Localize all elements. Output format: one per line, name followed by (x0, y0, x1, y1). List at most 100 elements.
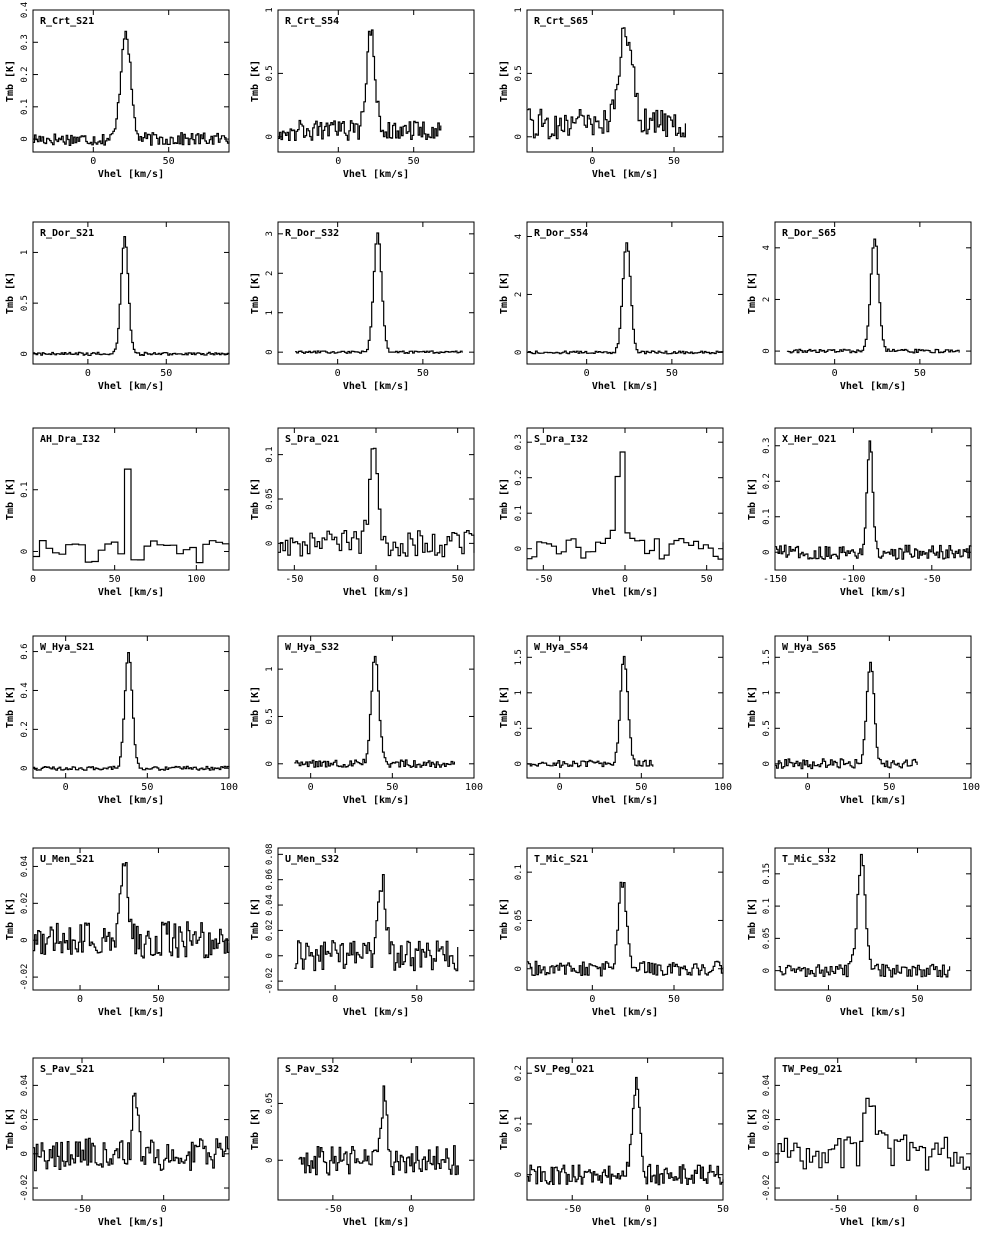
spectrum-line (775, 440, 972, 560)
spectrum-panel: 0 50 0 2 4 R_Dor_S54 Vhel [km/s] Tmb [K] (499, 221, 724, 392)
y-tick-label: 0.06 (265, 869, 275, 891)
y-tick-label: 0 (20, 351, 30, 356)
x-axis-label: Vhel [km/s] (343, 1007, 409, 1018)
x-tick-label: 50 (160, 368, 172, 379)
y-tick-label: 0.5 (265, 65, 275, 81)
spectrum-panel: 0 50 0 0.1 0.2 0.3 0.4 R_Crt_S21 Vhel [km/s] Tmb … (5, 2, 230, 180)
x-tick-label: 0 (825, 994, 831, 1005)
y-tick-label: 0 (762, 550, 772, 555)
x-axis-label: Vhel [km/s] (98, 587, 164, 598)
y-tick-label: 1.5 (514, 649, 524, 665)
y-tick-label: 1 (265, 666, 275, 671)
y-tick-label: 0.6 (20, 643, 30, 659)
y-tick-label: 0 (265, 1158, 275, 1163)
panel-frame (277, 1057, 475, 1201)
x-tick-label: -50 (534, 574, 552, 585)
x-tick-label: 0 (805, 782, 811, 793)
x-tick-label: 0 (90, 156, 96, 167)
panel-frame (32, 635, 230, 779)
y-tick-label: 0.1 (20, 99, 30, 115)
x-tick-label: 0 (622, 574, 628, 585)
y-tick-label: 0.2 (514, 1065, 524, 1081)
spectrum-panel: 0 50 0 2 4 R_Dor_S65 Vhel [km/s] Tmb [K] (747, 221, 972, 392)
x-axis-label: Vhel [km/s] (840, 381, 906, 392)
y-tick-label: 0.5 (514, 65, 524, 81)
panel-title: R_Dor_S21 (40, 228, 94, 239)
y-tick-label: 0 (265, 134, 275, 139)
panel-frame (774, 221, 972, 365)
panel-title: S_Dra_O21 (285, 434, 339, 445)
panel-title: R_Dor_S54 (534, 228, 588, 239)
x-axis-label: Vhel [km/s] (343, 169, 409, 180)
y-tick-label: 0 (762, 761, 772, 766)
x-tick-label: -150 (763, 574, 787, 585)
y-tick-label: -0.02 (20, 1174, 30, 1201)
x-axis-label: Vhel [km/s] (592, 1217, 658, 1228)
x-tick-label: -50 (285, 574, 303, 585)
y-axis-label: Tmb [K] (5, 60, 16, 102)
y-axis-label: Tmb [K] (499, 272, 510, 314)
y-tick-label: 0.02 (762, 1109, 772, 1131)
x-tick-label: -50 (923, 574, 941, 585)
x-tick-label: 100 (465, 782, 483, 793)
y-axis-label: Tmb [K] (5, 272, 16, 314)
x-tick-label: 50 (163, 156, 175, 167)
panel-title: SV_Peg_O21 (534, 1064, 594, 1075)
x-tick-label: 100 (962, 782, 980, 793)
x-tick-label: 0 (308, 782, 314, 793)
y-tick-label: 0.08 (265, 843, 275, 865)
y-tick-label: 0.1 (514, 864, 524, 880)
y-tick-label: 0 (514, 134, 524, 139)
panel-title: R_Crt_S21 (40, 16, 94, 27)
y-tick-label: 0.3 (514, 434, 524, 450)
y-axis-label: Tmb [K] (747, 686, 758, 728)
y-tick-label: 0.5 (762, 720, 772, 736)
spectrum-line (33, 652, 230, 771)
x-tick-label: 0 (557, 782, 563, 793)
x-axis-label: Vhel [km/s] (592, 381, 658, 392)
y-axis-label: Tmb [K] (747, 478, 758, 520)
x-axis-label: Vhel [km/s] (592, 169, 658, 180)
x-tick-label: -50 (829, 1204, 847, 1215)
x-axis-label: Vhel [km/s] (592, 795, 658, 806)
y-tick-label: 0.1 (762, 898, 772, 914)
panel-frame (277, 9, 475, 153)
y-axis-label: Tmb [K] (5, 1108, 16, 1150)
x-axis-label: Vhel [km/s] (343, 1217, 409, 1228)
spectrum-panel: 0 50 100 0 0.5 1 1.5 W_Hya_S65 Vhel [km/s] Tmb [K… (747, 635, 980, 806)
spectrum-line (527, 881, 724, 977)
y-tick-label: 0.02 (20, 892, 30, 914)
spectrum-line (33, 862, 230, 959)
y-axis-label: Tmb [K] (499, 1108, 510, 1150)
y-tick-label: 0.04 (20, 856, 30, 878)
spectrum-panel: 0 50 100 0 0.1 AH_Dra_I32 Vhel [km/s] Tmb [K] (5, 427, 230, 598)
x-tick-label: 0 (335, 156, 341, 167)
y-tick-label: 0.3 (20, 34, 30, 50)
y-tick-label: 1 (265, 310, 275, 315)
x-tick-label: 0 (645, 1204, 651, 1215)
x-tick-label: 50 (411, 994, 423, 1005)
x-tick-label: 50 (635, 782, 647, 793)
x-tick-label: 50 (452, 574, 464, 585)
x-tick-label: -50 (563, 1204, 581, 1215)
y-axis-label: Tmb [K] (499, 898, 510, 940)
y-tick-label: 1 (762, 690, 772, 695)
y-axis-label: Tmb [K] (5, 478, 16, 520)
panel-frame (277, 221, 475, 365)
y-axis-label: Tmb [K] (499, 60, 510, 102)
x-axis-label: Vhel [km/s] (343, 795, 409, 806)
panel-title: S_Pav_S21 (40, 1064, 94, 1075)
panel-frame (526, 847, 724, 991)
y-axis-label: Tmb [K] (250, 60, 261, 102)
panel-frame (526, 1057, 724, 1201)
x-tick-label: 0 (589, 156, 595, 167)
y-tick-label: 0.2 (514, 470, 524, 486)
y-tick-label: 0 (265, 761, 275, 766)
x-tick-label: 100 (187, 574, 205, 585)
spectrum-line (786, 238, 960, 354)
y-tick-label: 2 (514, 292, 524, 297)
panel-title: R_Crt_S54 (285, 16, 339, 27)
panel-title: W_Hya_S32 (285, 642, 339, 653)
y-tick-label: 0.2 (20, 721, 30, 737)
y-tick-label: 0 (20, 766, 30, 771)
